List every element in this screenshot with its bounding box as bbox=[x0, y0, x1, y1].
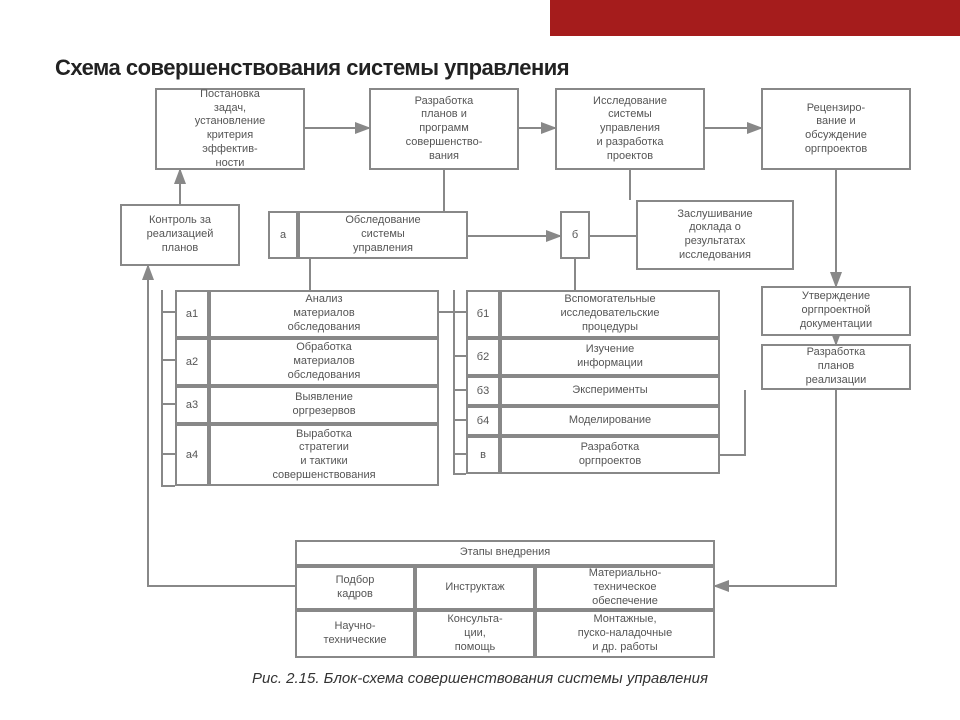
label-a2: а2 bbox=[175, 338, 209, 386]
box-utverzhdenie: Утверждениеоргпроектнойдокументации bbox=[761, 286, 911, 336]
box-obrabotka: Обработкаматериаловобследования bbox=[209, 338, 439, 386]
box-zaslushivanie: Заслушиваниедоклада орезультатахисследов… bbox=[636, 200, 794, 270]
box-analiz: Анализматериаловобследования bbox=[209, 290, 439, 338]
label-a4: а4 bbox=[175, 424, 209, 486]
label-v: в bbox=[466, 436, 500, 474]
box-postanovka: Постановказадач,установлениекритерияэффе… bbox=[155, 88, 305, 170]
box-izuchenie: Изучениеинформации bbox=[500, 338, 720, 376]
label-a1: а1 bbox=[175, 290, 209, 338]
box-vyrabotka: Выработкастратегиии тактикисовершенствов… bbox=[209, 424, 439, 486]
box-vspomogatel: Вспомогательныеисследовательскиепроцедур… bbox=[500, 290, 720, 338]
label-b4: б4 bbox=[466, 406, 500, 436]
box-obsledovanie: Обследованиесистемыуправления bbox=[298, 211, 468, 259]
stages-title: Этапы внедрения bbox=[295, 540, 715, 566]
st-00: Подборкадров bbox=[295, 566, 415, 610]
st-02: Материально-техническоеобеспечение bbox=[535, 566, 715, 610]
label-b2: б2 bbox=[466, 338, 500, 376]
box-vyyavlenie: Выявлениеоргрезервов bbox=[209, 386, 439, 424]
label-a3: а3 bbox=[175, 386, 209, 424]
st-11: Консульта-ции,помощь bbox=[415, 610, 535, 658]
st-01: Инструктаж bbox=[415, 566, 535, 610]
st-10: Научно-технические bbox=[295, 610, 415, 658]
figure-caption: Рис. 2.15. Блок-схема совершенствования … bbox=[0, 670, 960, 687]
box-kontrol: Контроль зареализациейпланов bbox=[120, 204, 240, 266]
label-b3: б3 bbox=[466, 376, 500, 406]
box-razrabotka-orgproektov: Разработкаоргпроектов bbox=[500, 436, 720, 474]
box-razrabotka-planov: Разработкапланов ипрограммсовершенство-в… bbox=[369, 88, 519, 170]
box-razrabotka-realizacii: Разработкаплановреализации bbox=[761, 344, 911, 390]
label-a: а bbox=[268, 211, 298, 259]
box-recenzirovanie: Рецензиро-вание иобсуждениеоргпроектов bbox=[761, 88, 911, 170]
diagram-canvas: Постановказадач,установлениекритерияэффе… bbox=[0, 0, 960, 720]
box-issledovanie: Исследованиесистемыуправленияи разработк… bbox=[555, 88, 705, 170]
label-b: б bbox=[560, 211, 590, 259]
st-12: Монтажные,пуско-наладочныеи др. работы bbox=[535, 610, 715, 658]
box-modelirovanie: Моделирование bbox=[500, 406, 720, 436]
label-b1: б1 bbox=[466, 290, 500, 338]
box-eksperimenty: Эксперименты bbox=[500, 376, 720, 406]
